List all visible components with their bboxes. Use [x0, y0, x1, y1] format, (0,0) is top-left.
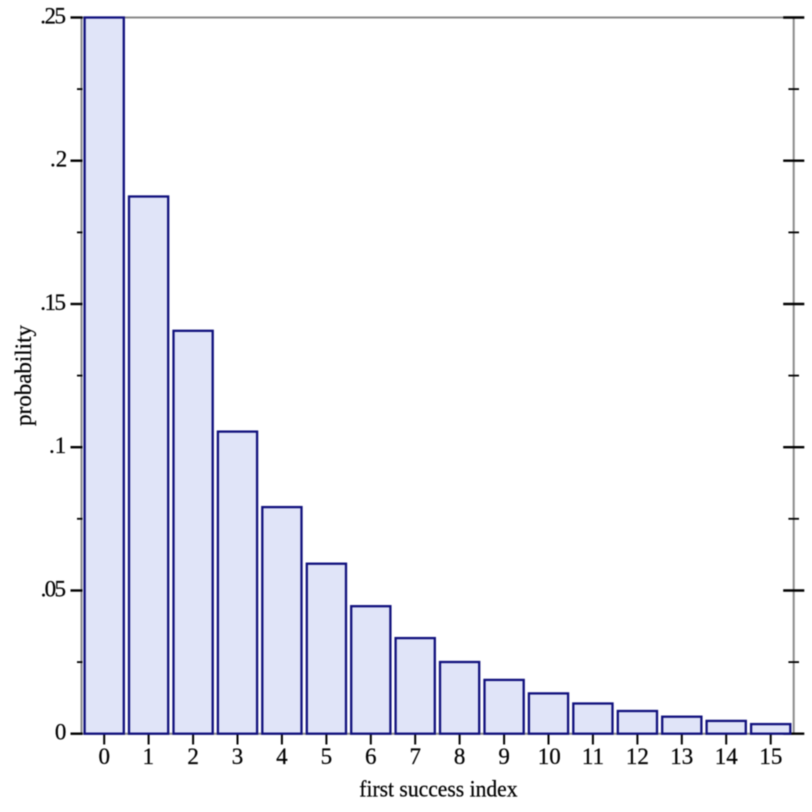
- svg-text:14: 14: [715, 744, 739, 769]
- svg-text:first success index: first success index: [359, 776, 518, 801]
- svg-text:8: 8: [454, 744, 466, 769]
- svg-text:.05: .05: [41, 576, 66, 601]
- svg-text:10: 10: [538, 744, 561, 769]
- svg-text:2: 2: [187, 744, 199, 769]
- svg-text:.1: .1: [49, 433, 66, 458]
- svg-text:.2: .2: [50, 147, 67, 172]
- svg-text:7: 7: [409, 744, 421, 769]
- svg-text:15: 15: [759, 744, 782, 769]
- svg-text:11: 11: [582, 744, 604, 769]
- svg-text:6: 6: [365, 744, 377, 769]
- svg-text:1: 1: [142, 744, 154, 769]
- svg-text:0: 0: [55, 720, 67, 745]
- svg-text:3: 3: [232, 744, 244, 769]
- svg-text:probability: probability: [11, 325, 36, 426]
- svg-text:0: 0: [98, 744, 110, 769]
- svg-text:12: 12: [626, 744, 649, 769]
- svg-text:9: 9: [498, 744, 510, 769]
- svg-text:5: 5: [321, 744, 333, 769]
- svg-text:.15: .15: [40, 290, 66, 315]
- svg-text:13: 13: [670, 744, 693, 769]
- svg-text:.25: .25: [40, 3, 66, 28]
- svg-text:4: 4: [276, 744, 288, 769]
